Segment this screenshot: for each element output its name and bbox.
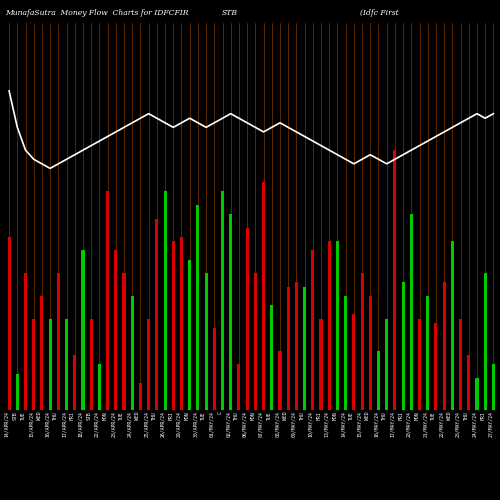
Bar (82, 250, 84, 410)
Bar (122, 273, 126, 410)
Bar (246, 228, 248, 410)
Bar (344, 296, 347, 410)
Bar (286, 287, 290, 410)
Bar (336, 242, 339, 410)
Bar (434, 324, 438, 410)
Bar (295, 282, 298, 410)
Bar (156, 218, 158, 410)
Bar (262, 182, 265, 410)
Bar (48, 319, 51, 410)
Bar (8, 237, 10, 410)
Bar (410, 214, 413, 410)
Bar (98, 364, 101, 410)
Bar (377, 350, 380, 410)
Bar (459, 319, 462, 410)
Bar (385, 319, 388, 410)
Bar (368, 296, 372, 410)
Bar (418, 319, 421, 410)
Bar (65, 319, 68, 410)
Bar (229, 214, 232, 410)
Bar (312, 250, 314, 410)
Bar (426, 296, 430, 410)
Bar (204, 273, 208, 410)
Bar (360, 273, 364, 410)
Bar (451, 242, 454, 410)
Bar (352, 314, 356, 410)
Bar (238, 364, 240, 410)
Bar (114, 250, 117, 410)
Bar (303, 287, 306, 410)
Bar (213, 328, 216, 410)
Bar (106, 191, 109, 410)
Bar (16, 374, 19, 410)
Bar (139, 382, 142, 410)
Bar (442, 282, 446, 410)
Text: MunafaSutra  Money Flow  Charts for IDFCFIR: MunafaSutra Money Flow Charts for IDFCFI… (5, 9, 188, 17)
Bar (484, 273, 486, 410)
Bar (221, 191, 224, 410)
Bar (130, 296, 134, 410)
Bar (196, 205, 200, 410)
Bar (402, 282, 404, 410)
Bar (164, 191, 166, 410)
Bar (188, 260, 191, 410)
Bar (32, 319, 35, 410)
Bar (492, 364, 495, 410)
Bar (180, 237, 183, 410)
Bar (147, 319, 150, 410)
Bar (57, 273, 60, 410)
Bar (172, 242, 175, 410)
Bar (394, 150, 396, 410)
Bar (320, 319, 322, 410)
Bar (328, 242, 331, 410)
Bar (476, 378, 478, 410)
Bar (467, 356, 470, 410)
Bar (24, 273, 27, 410)
Bar (270, 305, 274, 410)
Bar (278, 350, 281, 410)
Text: (Idfc First: (Idfc First (360, 9, 399, 17)
Bar (40, 296, 43, 410)
Text: STB: STB (222, 9, 238, 17)
Bar (73, 356, 76, 410)
Bar (90, 319, 92, 410)
Bar (254, 273, 257, 410)
